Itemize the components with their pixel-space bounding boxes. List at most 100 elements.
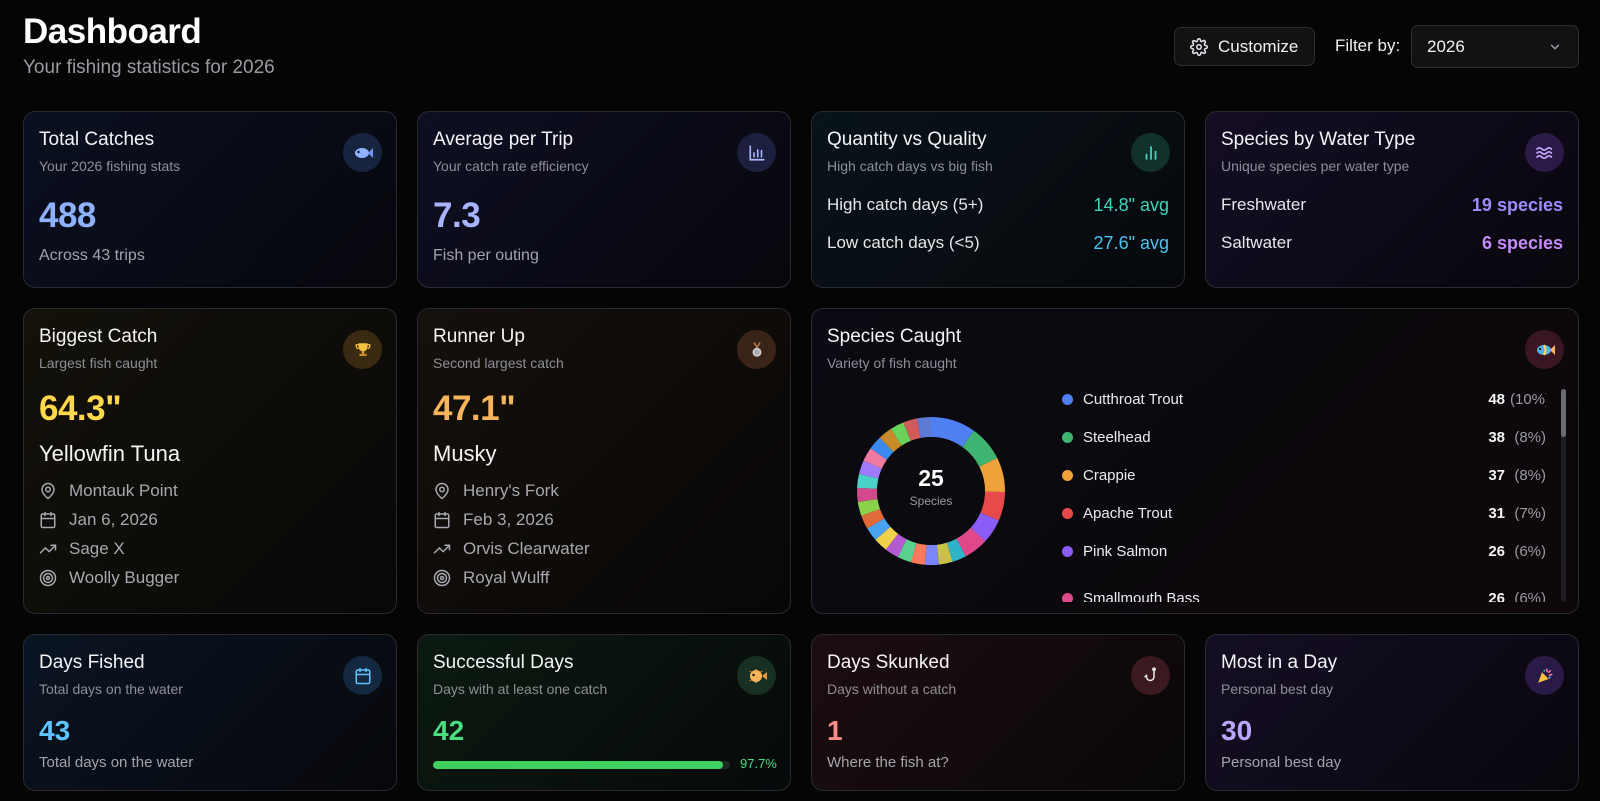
card-title: Quantity vs Quality — [827, 129, 987, 150]
donut-slice[interactable] — [903, 418, 921, 441]
donut-slice[interactable] — [870, 437, 894, 460]
high-catch-row: High catch days (5+) 14.8" avg — [827, 195, 1169, 216]
lure-detail: Royal Wulff — [433, 568, 549, 588]
card-title: Total Catches — [39, 129, 155, 150]
days-fished-value: 43 — [39, 715, 71, 746]
total-catches-card: Total Catches Your 2026 fishing stats 48… — [23, 111, 397, 288]
biggest-catch-length: 64.3" — [39, 389, 122, 428]
row-label: Low catch days (<5) — [827, 233, 980, 252]
legend-percent: (7%) — [1514, 504, 1546, 522]
donut-total-label: Species — [909, 494, 953, 508]
card-subtitle: Second largest catch — [433, 355, 564, 371]
rod-text: Sage X — [69, 539, 125, 558]
lure-text: Woolly Bugger — [69, 568, 180, 587]
row-value: 19 species — [1471, 195, 1563, 215]
donut-slice[interactable] — [979, 457, 1005, 492]
card-subtitle: Variety of fish caught — [827, 355, 957, 371]
donut-slice[interactable] — [861, 509, 885, 529]
days-fished-caption: Total days on the water — [39, 754, 194, 771]
year-filter-select[interactable]: 2026 — [1411, 25, 1579, 68]
donut-slice[interactable] — [859, 460, 882, 479]
customize-button[interactable]: Customize — [1174, 27, 1315, 66]
location-detail: Montauk Point — [39, 481, 178, 501]
average-per-trip-caption: Fish per outing — [433, 247, 539, 264]
freshwater-row: Freshwater 19 species — [1221, 195, 1563, 216]
row-value: 27.6" avg — [1093, 233, 1169, 253]
low-catch-row: Low catch days (<5) 27.6" avg — [827, 233, 1169, 254]
legend-percent: (6%) — [1514, 542, 1546, 560]
card-title: Most in a Day — [1221, 652, 1338, 673]
donut-slice[interactable] — [980, 491, 1005, 521]
legend-count: 37 — [1488, 466, 1505, 484]
donut-total: 25 — [918, 465, 944, 491]
donut-slice[interactable] — [890, 422, 911, 446]
donut-slice[interactable] — [857, 487, 878, 502]
donut-slice[interactable] — [916, 417, 931, 438]
date-detail: Jan 6, 2026 — [39, 510, 158, 530]
donut-slice[interactable] — [863, 448, 887, 469]
success-progress-percent: 97.7% — [740, 756, 777, 771]
donut-slice[interactable] — [962, 430, 998, 467]
hook-icon — [1131, 656, 1170, 695]
donut-slice[interactable] — [857, 499, 881, 516]
species-legend-list[interactable]: Cutthroat Trout 48 (10%) Steelhead 38 (8… — [1062, 389, 1546, 602]
saltwater-row: Saltwater 6 species — [1221, 233, 1563, 254]
card-subtitle: Personal best day — [1221, 681, 1334, 697]
target-icon — [39, 569, 57, 587]
legend-percent: (10%) — [1510, 390, 1546, 408]
legend-name: Cutthroat Trout — [1083, 390, 1184, 408]
trending-up-icon — [433, 544, 451, 554]
donut-slice[interactable] — [885, 533, 907, 558]
filter-label: Filter by: — [1335, 36, 1401, 55]
legend-percent: (6%) — [1514, 589, 1546, 603]
legend-count: 26 — [1488, 589, 1505, 603]
species-donut-chart — [857, 417, 1005, 565]
legend-dot — [1062, 431, 1073, 443]
legend-count: 38 — [1488, 428, 1505, 446]
legend-percent: (8%) — [1514, 466, 1546, 484]
legend-dot — [1062, 545, 1073, 557]
gear-icon — [1190, 37, 1208, 56]
bar-chart-icon — [1131, 133, 1170, 172]
map-pin-icon — [435, 482, 449, 500]
party-popper-icon — [1525, 656, 1564, 695]
row-value: 14.8" avg — [1093, 195, 1169, 215]
donut-slice[interactable] — [931, 417, 974, 447]
rod-text: Orvis Clearwater — [463, 539, 590, 558]
legend-item: Smallmouth Bass 26 (6%) — [1062, 588, 1546, 602]
legend-percent: (8%) — [1514, 428, 1546, 446]
total-catches-caption: Across 43 trips — [39, 247, 145, 264]
donut-slice[interactable] — [956, 527, 986, 557]
legend-scrollbar[interactable] — [1561, 389, 1566, 602]
donut-slice[interactable] — [897, 539, 917, 563]
successful-days-card: Successful Days Days with at least one c… — [417, 634, 791, 791]
tropical-fish-icon — [1525, 330, 1564, 369]
legend-name: Apache Trout — [1083, 504, 1173, 522]
card-title: Average per Trip — [433, 129, 574, 150]
donut-slice[interactable] — [970, 512, 999, 542]
location-text: Montauk Point — [69, 481, 178, 500]
fish-icon — [343, 133, 382, 172]
donut-slice[interactable] — [910, 542, 927, 565]
rod-detail: Orvis Clearwater — [433, 539, 590, 559]
card-title: Biggest Catch — [39, 326, 158, 347]
donut-slice[interactable] — [924, 544, 939, 565]
donut-slice[interactable] — [936, 542, 953, 565]
legend-count: 31 — [1488, 504, 1505, 522]
scrollbar-thumb[interactable] — [1561, 389, 1566, 437]
donut-slice[interactable] — [857, 473, 879, 489]
successful-days-value: 42 — [433, 715, 465, 746]
donut-slice[interactable] — [879, 428, 902, 453]
page-subtitle: Your fishing statistics for 2026 — [23, 57, 275, 78]
card-title: Species Caught — [827, 326, 962, 347]
total-catches-value: 488 — [39, 196, 96, 235]
card-subtitle: Total days on the water — [39, 681, 183, 697]
card-subtitle: Unique species per water type — [1221, 158, 1410, 174]
donut-slice[interactable] — [875, 526, 899, 550]
year-filter-value: 2026 — [1427, 36, 1465, 56]
average-per-trip-value: 7.3 — [433, 196, 481, 235]
biggest-catch-species: Yellowfin Tuna — [39, 441, 181, 466]
donut-slice[interactable] — [946, 538, 966, 562]
donut-slice[interactable] — [867, 518, 891, 540]
bar-chart-icon — [737, 133, 776, 172]
